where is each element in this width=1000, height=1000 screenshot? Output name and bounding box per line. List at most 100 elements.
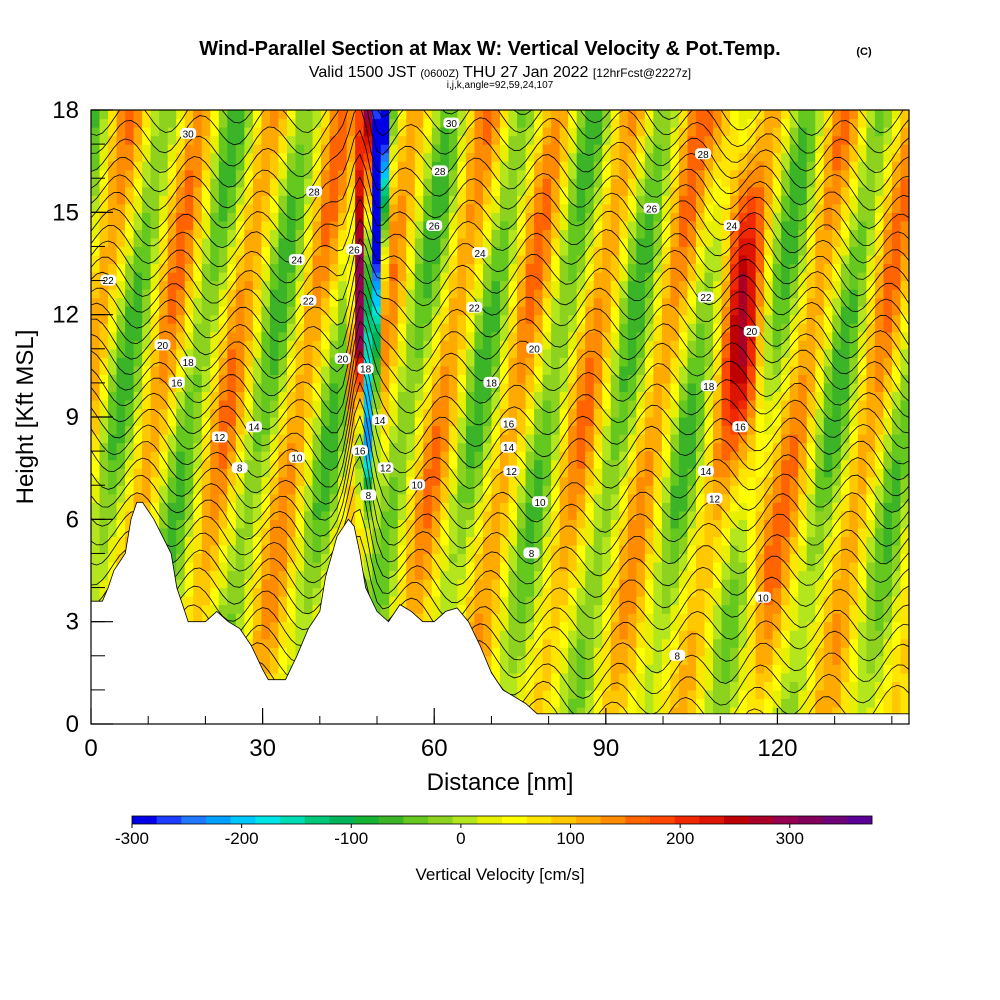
velocity-cell xyxy=(210,340,220,350)
velocity-cell xyxy=(218,110,228,120)
velocity-cell xyxy=(414,220,424,230)
velocity-cell xyxy=(593,365,603,375)
velocity-cell xyxy=(329,306,339,316)
velocity-cell xyxy=(627,161,637,171)
velocity-cell xyxy=(338,306,348,316)
velocity-cell xyxy=(278,391,288,401)
velocity-cell xyxy=(500,289,510,299)
velocity-cell xyxy=(661,689,672,700)
velocity-cell xyxy=(585,587,595,597)
velocity-cell xyxy=(525,306,535,316)
velocity-cell xyxy=(235,135,245,145)
velocity-cell xyxy=(312,280,322,290)
velocity-cell xyxy=(338,118,348,128)
velocity-cell xyxy=(355,212,365,222)
velocity-cell xyxy=(661,399,672,410)
velocity-cell xyxy=(440,135,450,145)
velocity-cell xyxy=(108,289,118,299)
velocity-cell xyxy=(517,579,527,589)
velocity-cell xyxy=(448,135,458,145)
velocity-cell xyxy=(534,613,544,623)
velocity-cell xyxy=(295,519,305,529)
velocity-cell xyxy=(184,118,194,128)
velocity-cell xyxy=(457,246,467,256)
velocity-cell xyxy=(431,425,441,435)
velocity-cell xyxy=(508,527,518,537)
velocity-cell xyxy=(397,212,407,222)
velocity-cell xyxy=(568,280,578,290)
velocity-cell xyxy=(278,638,288,648)
velocity-cell xyxy=(210,272,220,282)
velocity-cell xyxy=(108,306,118,316)
velocity-cell xyxy=(389,579,399,589)
velocity-cell xyxy=(448,399,458,410)
velocity-cell xyxy=(551,536,561,546)
velocity-cell xyxy=(244,357,254,367)
velocity-cell xyxy=(125,485,135,495)
velocity-cell xyxy=(508,161,518,171)
velocity-cell xyxy=(602,144,612,154)
velocity-cell xyxy=(99,536,109,546)
velocity-cell xyxy=(482,493,493,503)
velocity-cell xyxy=(295,144,305,154)
velocity-cell xyxy=(193,374,203,384)
velocity-cell xyxy=(551,630,561,640)
velocity-cell xyxy=(482,621,493,631)
velocity-cell xyxy=(610,621,620,631)
velocity-cell xyxy=(644,144,654,154)
velocity-cell xyxy=(542,596,552,606)
velocity-cell xyxy=(201,527,211,537)
velocity-cell xyxy=(627,527,637,537)
velocity-cell xyxy=(559,280,569,290)
velocity-cell xyxy=(559,306,569,316)
velocity-cell xyxy=(585,237,595,248)
velocity-cell xyxy=(389,536,399,546)
velocity-cell xyxy=(167,425,177,435)
velocity-cell xyxy=(278,417,288,427)
velocity-cell xyxy=(244,382,254,393)
velocity-cell xyxy=(585,604,595,614)
velocity-cell xyxy=(116,110,126,120)
velocity-cell xyxy=(525,561,535,572)
velocity-cell xyxy=(252,391,263,401)
velocity-cell xyxy=(389,519,399,529)
velocity-cell xyxy=(636,425,646,435)
velocity-cell xyxy=(397,579,407,589)
velocity-cell xyxy=(525,408,535,418)
velocity-cell xyxy=(167,203,177,213)
velocity-cell xyxy=(159,374,169,384)
velocity-cell xyxy=(670,476,680,486)
velocity-cell xyxy=(252,340,263,350)
velocity-cell xyxy=(261,135,271,145)
velocity-cell xyxy=(252,203,263,213)
velocity-cell xyxy=(619,510,629,520)
velocity-cell xyxy=(670,425,680,435)
velocity-cell xyxy=(559,596,569,606)
velocity-cell xyxy=(457,408,467,418)
velocity-cell xyxy=(372,178,382,188)
velocity-cell xyxy=(482,340,493,350)
velocity-cell xyxy=(542,655,552,665)
velocity-cell xyxy=(286,178,297,188)
velocity-cell xyxy=(593,519,603,529)
velocity-cell xyxy=(99,587,109,597)
velocity-cell xyxy=(661,272,672,282)
velocity-cell xyxy=(269,655,280,665)
velocity-cell xyxy=(286,502,297,512)
velocity-cell xyxy=(108,212,118,222)
velocity-cell xyxy=(534,212,544,222)
velocity-cell xyxy=(235,553,245,563)
velocity-cell xyxy=(636,280,646,290)
velocity-cell xyxy=(661,195,672,205)
velocity-cell xyxy=(653,561,663,572)
velocity-cell xyxy=(610,442,620,452)
velocity-cell xyxy=(184,604,194,614)
velocity-cell xyxy=(644,459,654,469)
velocity-cell xyxy=(295,357,305,367)
velocity-cell xyxy=(278,613,288,623)
velocity-cell xyxy=(593,127,603,137)
velocity-cell xyxy=(619,118,629,128)
velocity-cell xyxy=(627,144,637,154)
velocity-cell xyxy=(108,135,118,145)
velocity-cell xyxy=(321,425,331,435)
